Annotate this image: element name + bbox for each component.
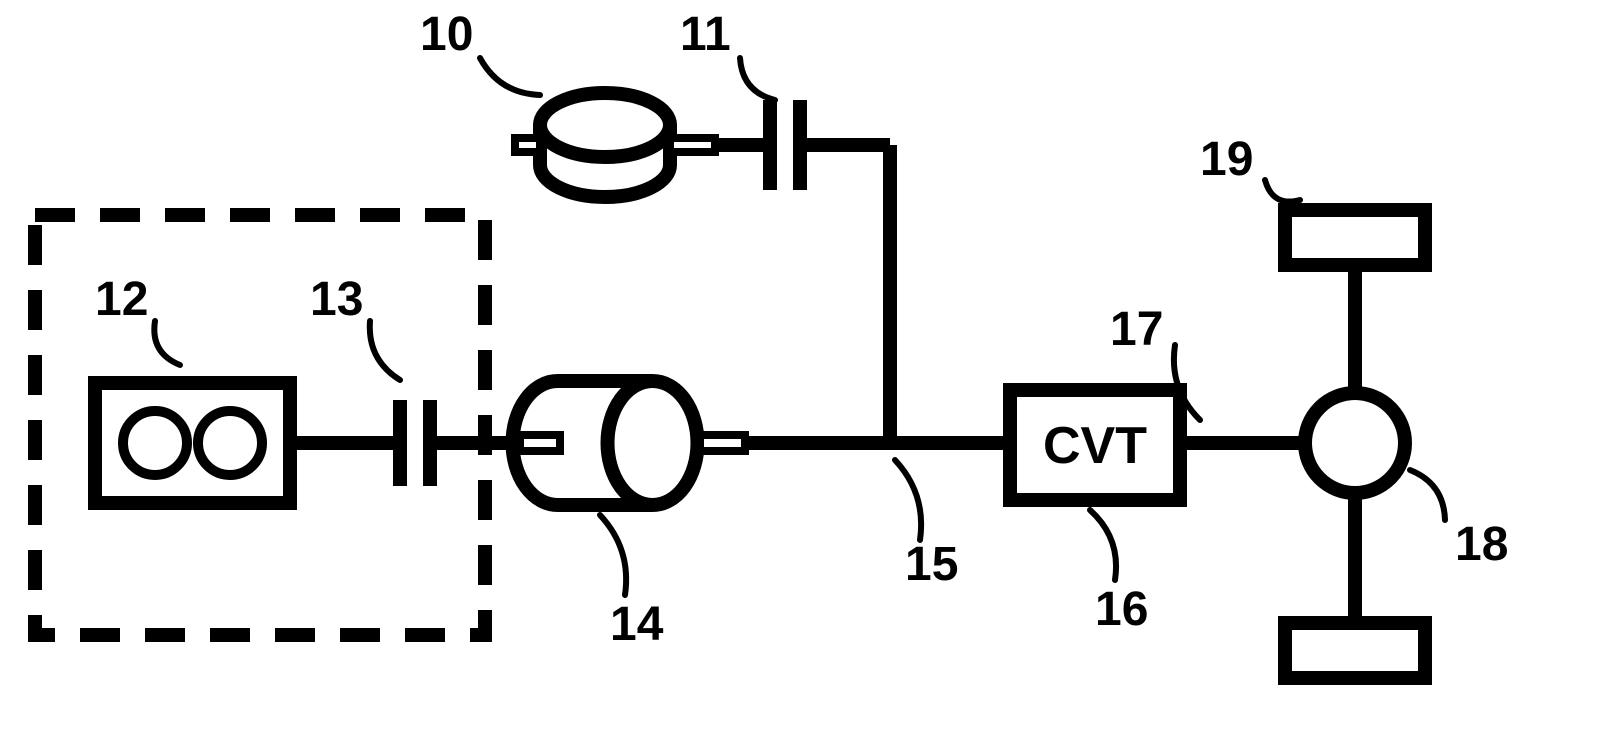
wheel-19-bot	[1285, 623, 1425, 678]
flywheel-10-stub-left	[515, 138, 540, 152]
leader-l19	[1265, 180, 1300, 202]
leader-l11	[740, 58, 775, 100]
engine-cyl-1	[123, 411, 187, 475]
differential-18	[1305, 393, 1405, 493]
leader-l12	[154, 321, 180, 365]
leader-l16	[1090, 510, 1116, 580]
motor-14-cap-right	[608, 381, 698, 505]
label-15: 15	[905, 538, 958, 591]
label-10: 10	[420, 8, 473, 61]
label-19: 19	[1200, 133, 1253, 186]
label-18: 18	[1455, 518, 1508, 571]
leader-l10	[480, 58, 540, 95]
flywheel-10-stub-right	[670, 138, 715, 152]
label-12: 12	[95, 273, 148, 326]
flywheel-10-top	[540, 93, 670, 157]
motor-14-stub-right	[700, 435, 745, 451]
label-11: 11	[680, 8, 731, 61]
engine-cyl-2	[198, 411, 262, 475]
motor-14-stub-left	[520, 435, 560, 451]
leader-l15	[895, 460, 921, 540]
label-14: 14	[610, 598, 664, 651]
leader-l13	[370, 321, 400, 380]
leader-l18	[1410, 470, 1445, 520]
wheel-19-top	[1285, 210, 1425, 265]
label-cvt: CVT	[1043, 417, 1147, 475]
label-17: 17	[1110, 303, 1163, 356]
label-16: 16	[1095, 583, 1148, 636]
leader-l14	[600, 515, 626, 595]
label-13: 13	[310, 273, 363, 326]
